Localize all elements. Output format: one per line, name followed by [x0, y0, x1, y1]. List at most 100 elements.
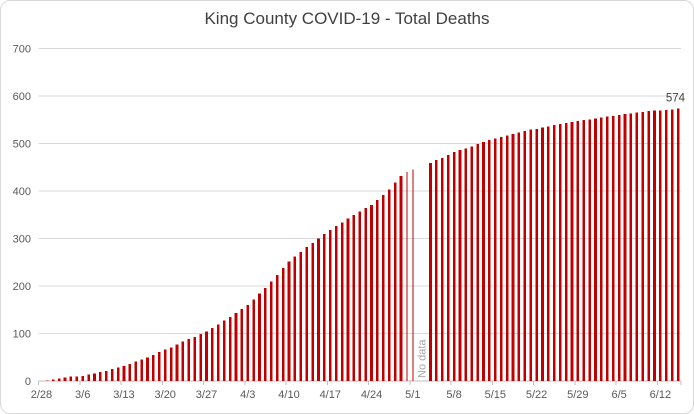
bar-6/11	[653, 110, 656, 381]
bar-3/8	[93, 373, 96, 381]
bar-5/26	[558, 124, 562, 382]
bar-4/11	[293, 256, 297, 381]
bar-6/10	[647, 111, 650, 381]
bar-3/4	[69, 376, 73, 381]
bar-5/11	[470, 146, 474, 381]
bar-5/23	[541, 127, 544, 381]
bar-3/24	[187, 339, 191, 381]
y-tick-label-700: 700	[13, 44, 31, 56]
bar-3/21	[169, 347, 173, 381]
bar-3/9	[99, 371, 102, 381]
bar-3/23	[181, 341, 185, 381]
bar-3/31	[228, 316, 232, 381]
bar-4/15	[317, 238, 320, 381]
bar-3/5	[75, 376, 79, 381]
bar-5/20	[523, 131, 527, 381]
bar-4/10	[287, 261, 291, 381]
x-tick-label-2/28: 2/28	[31, 389, 52, 401]
bar-4/2	[240, 308, 244, 381]
no-data-label: No data	[417, 339, 429, 378]
bar-4/7	[270, 281, 273, 381]
bar-4/17	[328, 229, 332, 381]
bar-4/5	[258, 293, 261, 381]
x-tick-label-5/15: 5/15	[485, 389, 506, 401]
x-tick-label-5/29: 5/29	[567, 389, 588, 401]
bar-3/18	[152, 354, 155, 381]
bar-5/21	[529, 129, 532, 381]
bar-5/27	[564, 123, 568, 381]
x-tick-label-4/17: 4/17	[320, 389, 341, 401]
bar-5/7	[446, 154, 450, 381]
bar-4/13	[305, 247, 308, 381]
bar-6/5	[617, 115, 621, 381]
bar-6/14	[670, 109, 674, 382]
bar-5/14	[488, 140, 491, 381]
bar-5/4	[429, 162, 432, 381]
bar-3/22	[175, 344, 179, 381]
bar-4/26	[382, 194, 385, 381]
bar-4/29	[399, 175, 403, 381]
bar-6/1	[594, 118, 597, 381]
bar-3/17	[146, 357, 149, 381]
bar-3/12	[116, 367, 120, 381]
bar-5/22	[535, 128, 538, 381]
bar-5/18	[511, 134, 515, 381]
bar-4/12	[299, 251, 303, 381]
bar-5/24	[547, 126, 550, 382]
bar-3/6	[81, 375, 85, 381]
bar-3/2	[57, 378, 61, 381]
x-tick-label-3/13: 3/13	[113, 389, 134, 401]
bar-5/25	[552, 124, 556, 381]
x-tick-label-5/1: 5/1	[405, 389, 420, 401]
bar-5/30	[582, 120, 586, 381]
bar-6/9	[641, 112, 644, 382]
bar-5/6	[440, 157, 444, 381]
bar-5/28	[570, 122, 574, 381]
bar-5/13	[482, 142, 485, 381]
bar-3/10	[104, 371, 108, 381]
bar-4/19	[340, 222, 344, 381]
x-tick-label-5/22: 5/22	[526, 389, 547, 401]
bar-6/8	[635, 112, 639, 381]
bar-3/14	[128, 363, 132, 381]
bar-4/9	[281, 267, 285, 381]
chart-title: King County COVID-19 - Total Deaths	[204, 9, 490, 28]
bar-4/21	[352, 214, 356, 381]
last-value-label: 574	[666, 92, 686, 104]
y-tick-label-0: 0	[25, 376, 31, 388]
bar-6/3	[606, 116, 609, 382]
bar-3/26	[199, 333, 202, 381]
bar-4/22	[358, 211, 362, 381]
bar-5/10	[464, 148, 468, 381]
bar-5/9	[458, 150, 462, 381]
x-tick-label-4/3: 4/3	[240, 389, 255, 401]
y-tick-label-600: 600	[13, 91, 31, 103]
bar-5/31	[588, 119, 591, 382]
bar-6/4	[611, 115, 615, 381]
bar-4/30	[406, 172, 408, 381]
bar-4/16	[323, 234, 326, 381]
bar-5/12	[476, 143, 479, 381]
bar-5/29	[576, 121, 580, 382]
y-tick-label-100: 100	[13, 329, 31, 341]
bar-6/2	[600, 117, 603, 381]
bar-6/6	[623, 114, 627, 382]
y-tick-label-300: 300	[13, 234, 31, 246]
x-tick-label-4/24: 4/24	[361, 389, 382, 401]
x-tick-label-5/8: 5/8	[446, 389, 461, 401]
bar-3/3	[63, 377, 67, 381]
bar-4/1	[234, 313, 238, 381]
bar-3/28	[211, 327, 214, 381]
bar-5/15	[494, 138, 497, 381]
y-tick-label-200: 200	[13, 281, 31, 293]
bar-4/25	[376, 200, 379, 381]
bar-3/27	[205, 331, 208, 381]
bar-3/13	[122, 365, 126, 381]
bar-3/1	[51, 379, 55, 381]
bar-4/24	[370, 204, 373, 381]
bar-3/7	[87, 374, 90, 381]
bar-4/4	[252, 299, 255, 381]
bar-4/27	[387, 189, 391, 381]
